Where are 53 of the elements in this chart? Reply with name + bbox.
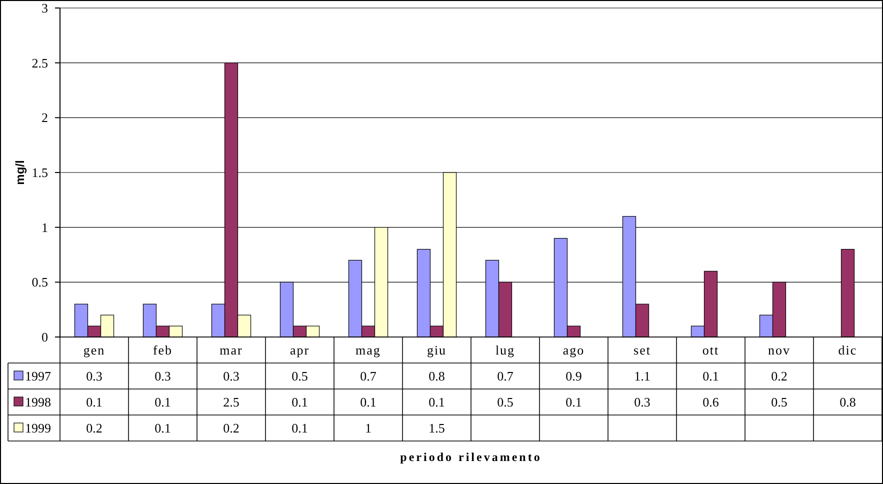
legend-label: 1997: [25, 368, 52, 384]
data-label: 0.5: [497, 394, 514, 410]
data-label: 0.1: [360, 394, 376, 410]
x-tick-label: feb: [152, 342, 173, 358]
data-label: 0.2: [771, 368, 788, 384]
data-label: 0.1: [566, 394, 582, 410]
data-label: 0.8: [840, 394, 856, 410]
data-label: 0.1: [702, 368, 719, 384]
data-label: 0.5: [771, 394, 788, 410]
data-label: 0.1: [292, 394, 308, 410]
y-tick-label: 1: [42, 220, 48, 235]
y-tick-label: 0.5: [32, 274, 48, 290]
y-tick-label: 2.5: [32, 55, 48, 70]
data-label: 1.5: [428, 420, 445, 436]
x-tick-label: ago: [562, 342, 585, 358]
y-tick-label: 1.5: [32, 165, 48, 180]
y-axis-title: mg/l: [13, 160, 27, 185]
x-tick-label: gen: [83, 342, 106, 358]
legend-label: 1999: [25, 420, 51, 436]
x-tick-label: mar: [220, 342, 243, 358]
x-tick-label: giu: [426, 342, 447, 358]
data-label: 0.7: [360, 368, 377, 384]
x-tick-label: nov: [768, 342, 790, 358]
data-label: 1.1: [634, 368, 650, 384]
x-tick-label: ott: [702, 342, 720, 358]
y-tick-label: 3: [42, 0, 48, 16]
data-label: 0.2: [223, 420, 240, 436]
x-tick-label: apr: [290, 342, 310, 358]
x-tick-label: dic: [838, 342, 858, 358]
data-label: 0.3: [223, 368, 240, 384]
legend-label: 1998: [25, 394, 51, 410]
data-label: 0.8: [428, 368, 445, 384]
x-tick-label: set: [634, 342, 651, 358]
x-tick-label: lug: [495, 342, 516, 358]
x-tick-label: mag: [356, 342, 381, 358]
data-label: 0.9: [566, 368, 582, 384]
data-label: 0.7: [497, 368, 514, 384]
data-label: 2.5: [223, 394, 240, 410]
data-label: 0.6: [702, 394, 720, 410]
data-label: 0.1: [86, 394, 102, 410]
data-label: 0.5: [292, 368, 308, 384]
data-label: 0.1: [154, 394, 171, 410]
data-label: 0.1: [154, 420, 171, 436]
text: periodo rilevamento: [400, 450, 542, 464]
data-label: 0.3: [154, 368, 171, 384]
data-label: 0.3: [634, 394, 650, 410]
data-label: 1: [365, 420, 372, 436]
data-label: 0.1: [292, 420, 308, 436]
y-tick-label: 0: [42, 330, 48, 345]
data-label: 0.3: [86, 368, 102, 384]
y-tick-label: 2: [42, 110, 48, 126]
data-label: 0.1: [428, 394, 445, 410]
data-label: 0.2: [86, 420, 102, 436]
